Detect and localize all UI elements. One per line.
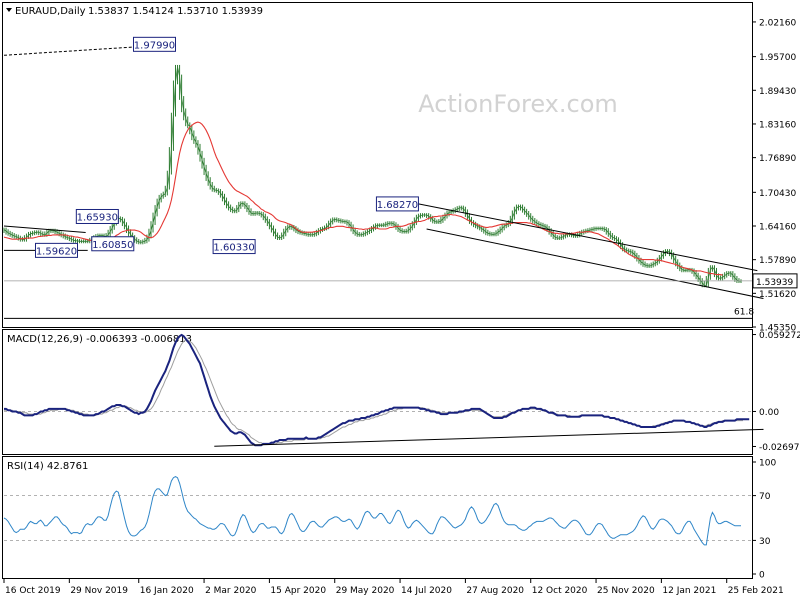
rsi-title: RSI(14) 42.8761 [7, 461, 88, 472]
macd-axis-tick-label: -0.026978 [759, 443, 800, 453]
trendline [426, 228, 764, 300]
rsi-panel-frame [2, 456, 753, 579]
price-axis-tick-label: 1.64160 [759, 222, 796, 232]
price-level-box [212, 239, 256, 255]
moving-average-line [3, 121, 723, 276]
x-axis-label: 15 Apr 2020 [270, 586, 326, 596]
x-axis-label: 2 Mar 2020 [205, 586, 257, 596]
x-axis-label: 14 Jul 2020 [401, 586, 452, 596]
price-level-box [132, 36, 176, 52]
symbol-label: EURAUD,Daily [15, 6, 86, 17]
price-panel-frame [2, 2, 753, 328]
x-axis-label: 16 Oct 2019 [5, 586, 61, 596]
x-axis-label: 25 Nov 2020 [597, 586, 655, 596]
x-axis-label: 16 Jan 2020 [140, 586, 194, 596]
rsi-axis-tick-label: 70 [759, 492, 771, 502]
macd-axis-tick-label: 0.00 [759, 408, 779, 418]
x-axis-label: 29 Nov 2019 [70, 586, 128, 596]
price-level-label: 1.60850 [92, 240, 133, 251]
trendline [3, 43, 176, 56]
trendline [3, 225, 86, 233]
x-axis-label: 27 Aug 2020 [466, 586, 524, 596]
price-axis-tick-label: 1.89430 [759, 87, 796, 97]
fib-level-label: 61.8 [734, 307, 754, 317]
price-axis-tick-label: 1.45350 [759, 324, 796, 334]
price-level-label: 1.65930 [77, 212, 118, 223]
macd-support-trendline [214, 428, 764, 447]
price-level-box [375, 196, 419, 212]
x-axis-label: 12 Oct 2020 [532, 586, 588, 596]
rsi-line [3, 476, 741, 546]
price-axis-tick-label: 1.76890 [759, 154, 796, 164]
price-axis-tick-label: 1.51620 [759, 290, 796, 300]
price-axis-tick-label: 1.57890 [759, 256, 796, 266]
current-price-box [752, 273, 798, 289]
macd-axis-tick-label: 0.059272 [759, 331, 800, 341]
current-price-label: 1.53939 [756, 278, 793, 288]
price-axis-tick-label: 1.70430 [759, 189, 796, 199]
price-level-box [91, 236, 135, 252]
price-close-line [3, 66, 741, 286]
price-axis-tick-label: 2.02160 [759, 18, 796, 28]
price-level-label: 1.59620 [36, 246, 77, 257]
price-level-label: 1.97990 [134, 40, 175, 51]
macd-panel-frame [2, 329, 753, 455]
x-axis-label: 12 Jan 2021 [662, 586, 716, 596]
price-level-label: 1.68270 [377, 200, 418, 211]
price-level-label: 1.60330 [213, 243, 254, 254]
rsi-axis-tick-label: 100 [759, 459, 776, 469]
macd-title: MACD(12,26,9) -0.006393 -0.006813 [7, 334, 192, 345]
x-axis-label: 29 May 2020 [336, 586, 395, 596]
rsi-axis-tick-label: 30 [759, 537, 771, 547]
price-level-box [34, 242, 78, 258]
collapse-arrow-icon[interactable] [6, 8, 12, 12]
watermark: ActionForex.com [418, 90, 618, 118]
price-axis-tick-label: 1.83160 [759, 120, 796, 130]
trendline [418, 203, 758, 272]
price-axis-tick-label: 1.95700 [759, 53, 796, 63]
x-axis-label: 25 Feb 2021 [728, 586, 784, 596]
rsi-axis-tick-label: 0 [759, 571, 765, 581]
macd-line [4, 333, 750, 447]
ohlc-readout: 1.53837 1.54124 1.53710 1.53939 [88, 6, 263, 17]
price-level-box [75, 208, 119, 224]
